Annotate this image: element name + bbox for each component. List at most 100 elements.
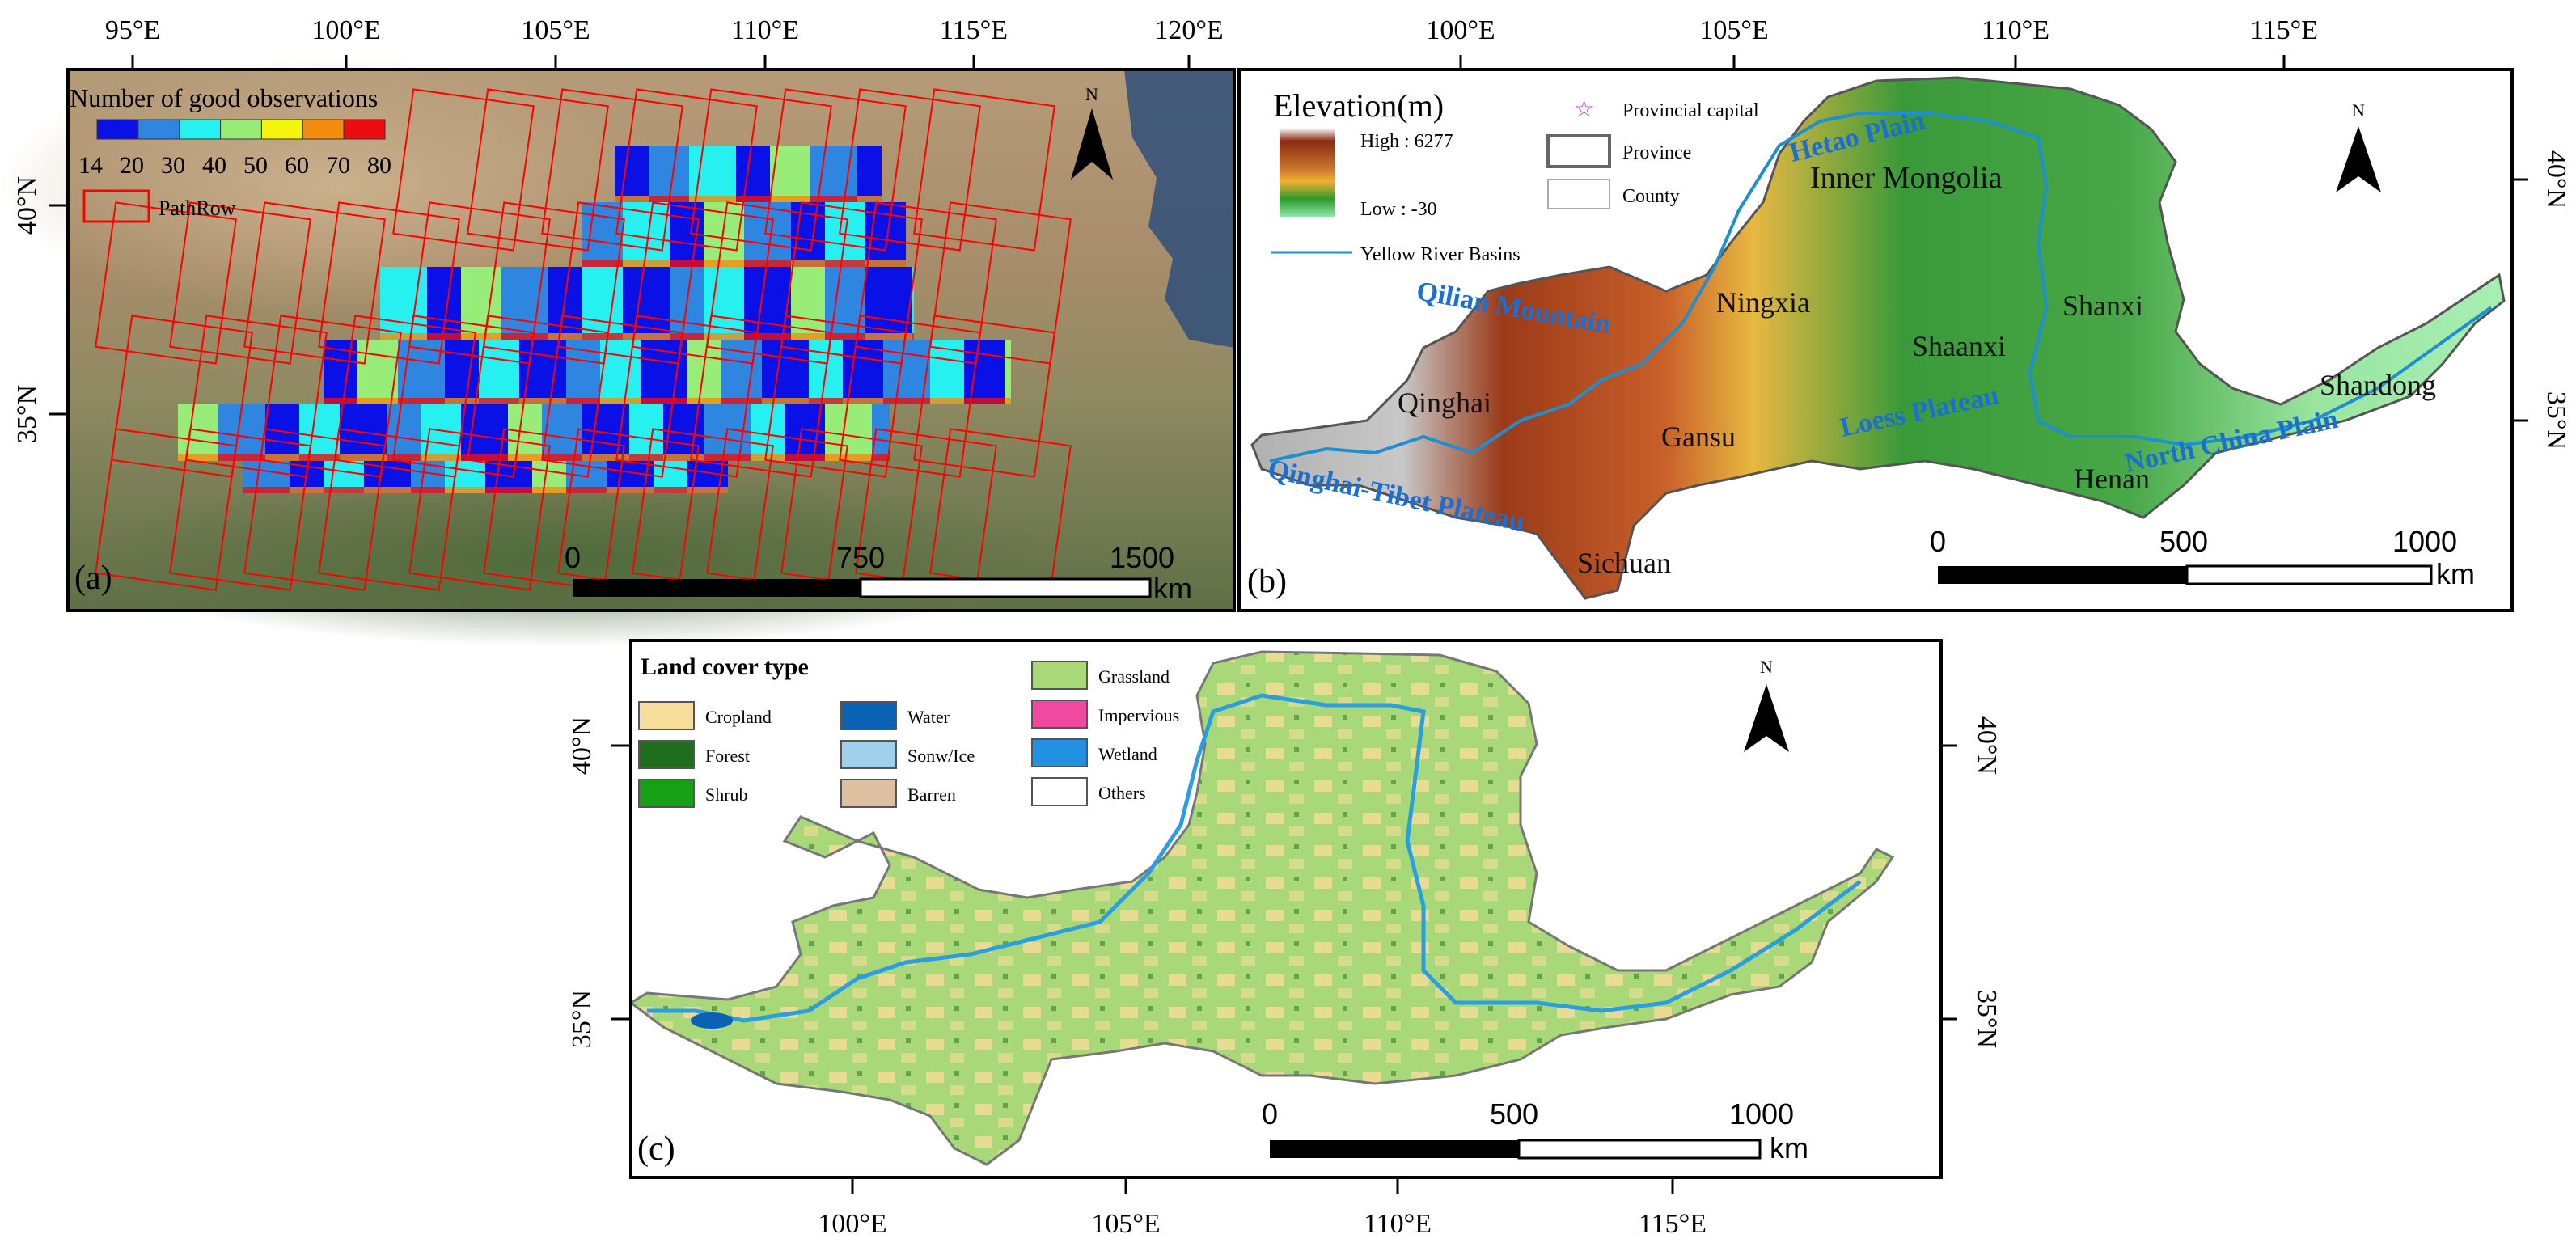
observation-swath-cell — [810, 146, 857, 202]
pathrow-footprint — [111, 315, 253, 478]
lat-c-35-left: 35°N — [567, 990, 597, 1048]
observation-overlap-strip — [532, 487, 566, 493]
colorbar-tick-label: 20 — [120, 152, 144, 179]
observation-overlap-strip — [387, 454, 421, 461]
landcover-label: Sonw/Ice — [907, 746, 975, 766]
pathrow-footprint — [95, 428, 237, 591]
lon-b-115: 115°E — [2250, 15, 2318, 45]
colorbar-tick-label: 80 — [367, 152, 391, 179]
panel-b-legend-high: High : 6277 — [1360, 131, 1453, 152]
observation-overlap-strip — [1005, 398, 1011, 404]
panel-b-north-label: N — [2352, 100, 2365, 120]
observation-overlap-strip — [364, 487, 411, 493]
pathrow-footprint — [392, 88, 535, 252]
pathrow-footprint — [243, 428, 386, 591]
pathrow-footprint — [913, 315, 1055, 478]
colorbar-tick-label: 60 — [285, 152, 309, 179]
panel-a-colorbar — [96, 119, 386, 140]
lon-c-105: 105°E — [1091, 1209, 1160, 1239]
panel-b-province-swatch — [1546, 134, 1611, 168]
lon-a-95: 95°E — [105, 15, 160, 45]
observation-overlap-strip — [461, 454, 508, 461]
observation-swath-cell — [387, 404, 421, 461]
panel-c-north-arrow: N — [1744, 657, 1789, 752]
observation-swath-cell — [357, 340, 398, 404]
colorbar-tick-label: 30 — [161, 152, 185, 179]
pathrow-footprint — [95, 201, 237, 365]
province-inner-mongolia: Inner Mongolia — [1810, 161, 2003, 195]
observation-overlap-strip — [762, 398, 809, 404]
observation-overlap-strip — [324, 398, 357, 404]
observation-overlap-strip — [445, 398, 479, 404]
panel-b-lon-ticks: 100°E 105°E 110°E 115°E — [1426, 15, 2528, 422]
observation-overlap-strip — [687, 398, 721, 404]
observation-swath-cell — [566, 340, 600, 404]
observation-overlap-strip — [785, 454, 825, 461]
pathrow-footprint — [185, 315, 328, 478]
pathrow-footprint — [855, 201, 997, 365]
observation-overlap-strip — [324, 487, 364, 493]
observation-overlap-strip — [865, 260, 906, 267]
observation-overlap-strip — [582, 333, 623, 340]
observation-overlap-strip — [704, 454, 751, 461]
pathrow-footprint — [260, 315, 402, 478]
observation-overlap-strip — [623, 333, 670, 340]
observation-overlap-strip — [398, 398, 445, 404]
observation-overlap-strip — [340, 454, 387, 461]
observation-overlap-strip — [809, 398, 843, 404]
observation-overlap-strip — [689, 196, 736, 202]
observation-overlap-strip — [721, 398, 762, 404]
panel-c-scalebar: 0 500 1000 km — [1262, 1097, 1808, 1165]
observation-swath-cell — [623, 202, 670, 267]
observation-overlap-strip — [687, 487, 728, 493]
landcover-label: Forest — [705, 746, 750, 766]
observation-overlap-strip — [744, 333, 791, 340]
province-sichuan: Sichuan — [1577, 547, 1671, 579]
lat-a-40: 40°N — [12, 176, 42, 235]
lon-a-120: 120°E — [1154, 15, 1223, 45]
colorbar-swatch — [96, 119, 139, 140]
observation-swath-cell — [857, 146, 882, 202]
landcover-swatch — [1031, 777, 1088, 806]
panel-a-colorbar-ticks: 14 20 30 40 50 60 70 80 — [78, 152, 391, 179]
scale-b-tick-0: 0 — [1930, 525, 1946, 558]
observation-overlap-strip — [791, 333, 825, 340]
pathrow-footprint — [690, 88, 832, 252]
panel-b-legend-capital: Provincial capital — [1622, 100, 1759, 121]
observation-overlap-strip — [770, 196, 810, 202]
panel-c-lon-ticks: 100°E 105°E 110°E 115°E — [611, 744, 1957, 1239]
lon-b-100: 100°E — [1426, 15, 1495, 45]
lon-b-110: 110°E — [1982, 15, 2049, 45]
observation-swath-cell — [582, 202, 623, 267]
observation-overlap-strip — [872, 454, 890, 461]
panel-b-legend-low: Low : -30 — [1360, 199, 1437, 220]
landcover-label: Grassland — [1098, 666, 1170, 687]
observation-overlap-strip — [299, 454, 340, 461]
observation-overlap-strip — [548, 333, 582, 340]
pathrow-footprint — [615, 315, 758, 478]
scale-b-tick-2: 1000 — [2392, 525, 2457, 558]
panel-b-lat-ticks: 40°N 35°N — [2541, 150, 2571, 450]
observation-swath-cell — [883, 340, 930, 404]
colorbar-tick-label: 14 — [78, 152, 103, 179]
pathrow-footprint — [913, 88, 1055, 252]
panel-b-elevation-bar — [1280, 128, 1335, 217]
panel-b-yellow-river — [1269, 112, 2493, 463]
landcover-swatch — [840, 701, 897, 730]
pathrow-footprint — [243, 201, 386, 365]
panel-b-frame — [1237, 68, 2514, 612]
landcover-label: Shrub — [705, 784, 748, 805]
colorbar-tick-label: 70 — [326, 152, 350, 179]
lon-c-110: 110°E — [1364, 1209, 1432, 1239]
lon-a-110: 110°E — [731, 15, 799, 45]
landcover-swatch — [1031, 700, 1088, 729]
observation-overlap-strip — [623, 260, 670, 267]
panel-a-observation-map: Number of good observations 14 20 30 40 50 60… — [0, 15, 1236, 647]
province-gansu: Gansu — [1661, 421, 1736, 453]
observation-overlap-strip — [178, 454, 218, 461]
observation-swath-cell — [519, 340, 566, 404]
pathrow-footprint — [706, 201, 848, 365]
observation-swath-cell — [1005, 340, 1011, 404]
panel-c-basin-landcover — [628, 650, 1895, 1166]
observation-overlap-strip — [479, 398, 519, 404]
